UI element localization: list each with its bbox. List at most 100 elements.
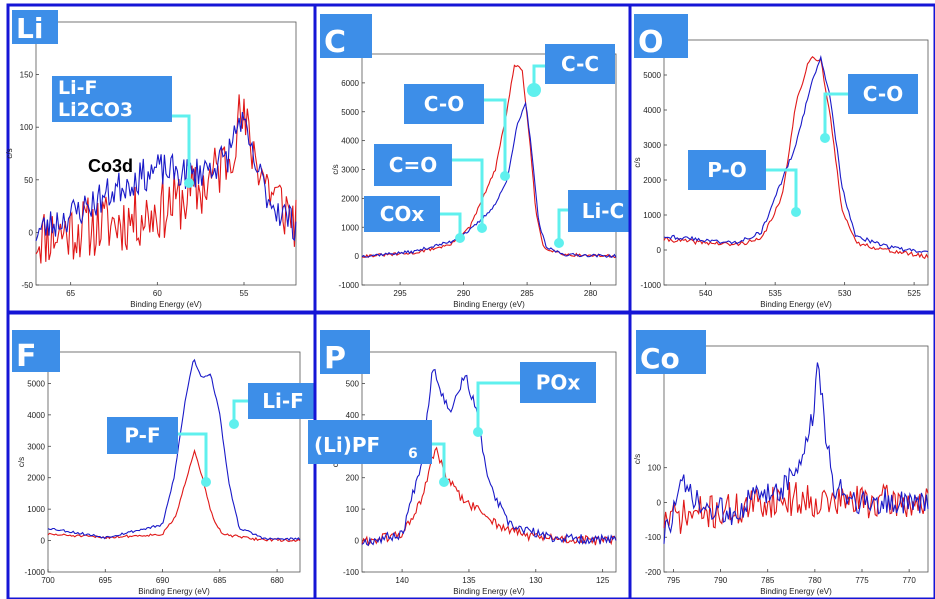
y-axis-label: c/s <box>633 454 642 464</box>
peak-annotation: C=O <box>374 144 487 233</box>
y-tick-label: 50 <box>24 176 33 185</box>
x-tick-label: 140 <box>395 576 409 585</box>
x-tick-label: 785 <box>761 576 775 585</box>
x-axis-label: Binding Energy (eV) <box>760 300 832 309</box>
x-tick-label: 770 <box>902 576 916 585</box>
x-tick-label: 60 <box>153 289 162 298</box>
leader-line <box>823 92 848 138</box>
y-tick-label: 3000 <box>643 141 661 150</box>
x-tick-label: 790 <box>714 576 728 585</box>
leader-line <box>172 114 191 183</box>
y-tick-label: 2000 <box>643 176 661 185</box>
y-tick-label: 0 <box>657 498 662 507</box>
y-tick-label: 0 <box>355 252 360 261</box>
x-tick-label: 285 <box>520 289 534 298</box>
leader-line <box>440 212 462 238</box>
y-tick-label: 3000 <box>27 442 45 451</box>
peak-marker <box>229 419 239 429</box>
x-tick-label: 65 <box>66 289 75 298</box>
y-tick-label: 3000 <box>341 166 359 175</box>
y-tick-label: 1000 <box>27 505 45 514</box>
x-tick-label: 680 <box>270 576 284 585</box>
annotation-label: Li2CO3 <box>58 99 133 121</box>
x-axis-label: Binding Energy (eV) <box>130 300 202 309</box>
y-tick-label: 150 <box>20 71 34 80</box>
y-tick-label: 100 <box>346 505 360 514</box>
peak-marker <box>184 178 194 188</box>
x-tick-label: 280 <box>584 289 598 298</box>
x-tick-label: 795 <box>667 576 681 585</box>
annotation-subscript: 6 <box>408 446 418 462</box>
series-blue <box>361 101 617 258</box>
y-axis-label: c/s <box>331 164 340 174</box>
x-tick-label: 525 <box>907 289 921 298</box>
x-axis-label: Binding Energy (eV) <box>760 587 832 596</box>
x-tick-label: 695 <box>99 576 113 585</box>
peak-marker <box>455 233 465 243</box>
panel-o: -1000 0 1000 2000 3000 4000 5000 540 535 530 525 Bi… <box>628 3 935 314</box>
panel-co: -200 -100 0 100 795 790 785 780 775 770 Binding En… <box>628 311 935 599</box>
annotation-box <box>520 362 596 403</box>
series-red <box>663 56 929 260</box>
x-tick-label: 55 <box>240 289 249 298</box>
x-tick-label: 125 <box>596 576 610 585</box>
series-blue <box>663 54 929 253</box>
plot-area <box>663 39 929 286</box>
annotation-label: Li-F <box>58 77 97 99</box>
panel-f: -1000 0 1000 2000 3000 4000 5000 700 695 690 685 68… <box>6 311 318 599</box>
series-red <box>663 482 929 534</box>
y-tick-label: 5000 <box>643 71 661 80</box>
series-red <box>35 94 297 264</box>
element-label: O <box>638 25 664 60</box>
y-tick-label: 5000 <box>27 379 45 388</box>
series-blue <box>35 111 297 242</box>
element-label: C <box>324 25 346 60</box>
panel-p: -1000100200300400500140135130125Binding … <box>308 311 632 599</box>
y-tick-label: 4000 <box>27 411 45 420</box>
series-blue <box>47 358 301 541</box>
y-tick-label: -200 <box>645 568 662 577</box>
y-tick-label: -1000 <box>641 281 662 290</box>
element-label: P <box>324 341 346 376</box>
leader-line <box>178 432 208 482</box>
element-badge <box>320 330 370 374</box>
annotation-label: P-F <box>124 424 160 448</box>
peak-marker <box>477 223 487 233</box>
x-tick-label: 295 <box>393 289 407 298</box>
annotation-box <box>848 74 918 114</box>
series-red <box>47 448 301 543</box>
peak-marker <box>201 477 211 487</box>
y-tick-label: 2000 <box>341 194 359 203</box>
annotation-box <box>248 383 318 419</box>
peak-annotation: P-F <box>107 417 211 487</box>
annotation-label: C-O <box>424 92 464 116</box>
y-tick-label: -100 <box>343 568 360 577</box>
leader-line <box>766 168 798 212</box>
peak-annotation: C-O <box>404 84 510 181</box>
y-tick-label: 0 <box>355 537 360 546</box>
y-tick-label: 100 <box>648 464 662 473</box>
annotation-label: P-O <box>707 158 747 182</box>
element-label: Co <box>640 342 680 375</box>
peak-marker <box>791 207 801 217</box>
annotation-label: Li-C <box>582 199 625 223</box>
element-badge <box>636 330 706 374</box>
series-blue <box>663 362 929 544</box>
annotation-box <box>568 190 638 232</box>
peak-annotation: C-C <box>527 44 615 97</box>
annotation-label: (Li)PF <box>314 433 380 457</box>
leader-line <box>532 64 545 90</box>
annotation-box <box>688 150 766 190</box>
y-tick-label: 0 <box>41 537 46 546</box>
x-tick-label: 690 <box>156 576 170 585</box>
y-tick-label: 400 <box>346 411 360 420</box>
y-tick-label: 4000 <box>341 137 359 146</box>
x-tick-label: 780 <box>808 576 822 585</box>
y-tick-label: 0 <box>657 246 662 255</box>
leader-line <box>476 381 520 432</box>
leader-line <box>452 158 484 228</box>
y-tick-label: -50 <box>21 281 33 290</box>
leader-line <box>232 399 248 424</box>
x-tick-label: 535 <box>768 289 782 298</box>
x-tick-label: 540 <box>699 289 713 298</box>
